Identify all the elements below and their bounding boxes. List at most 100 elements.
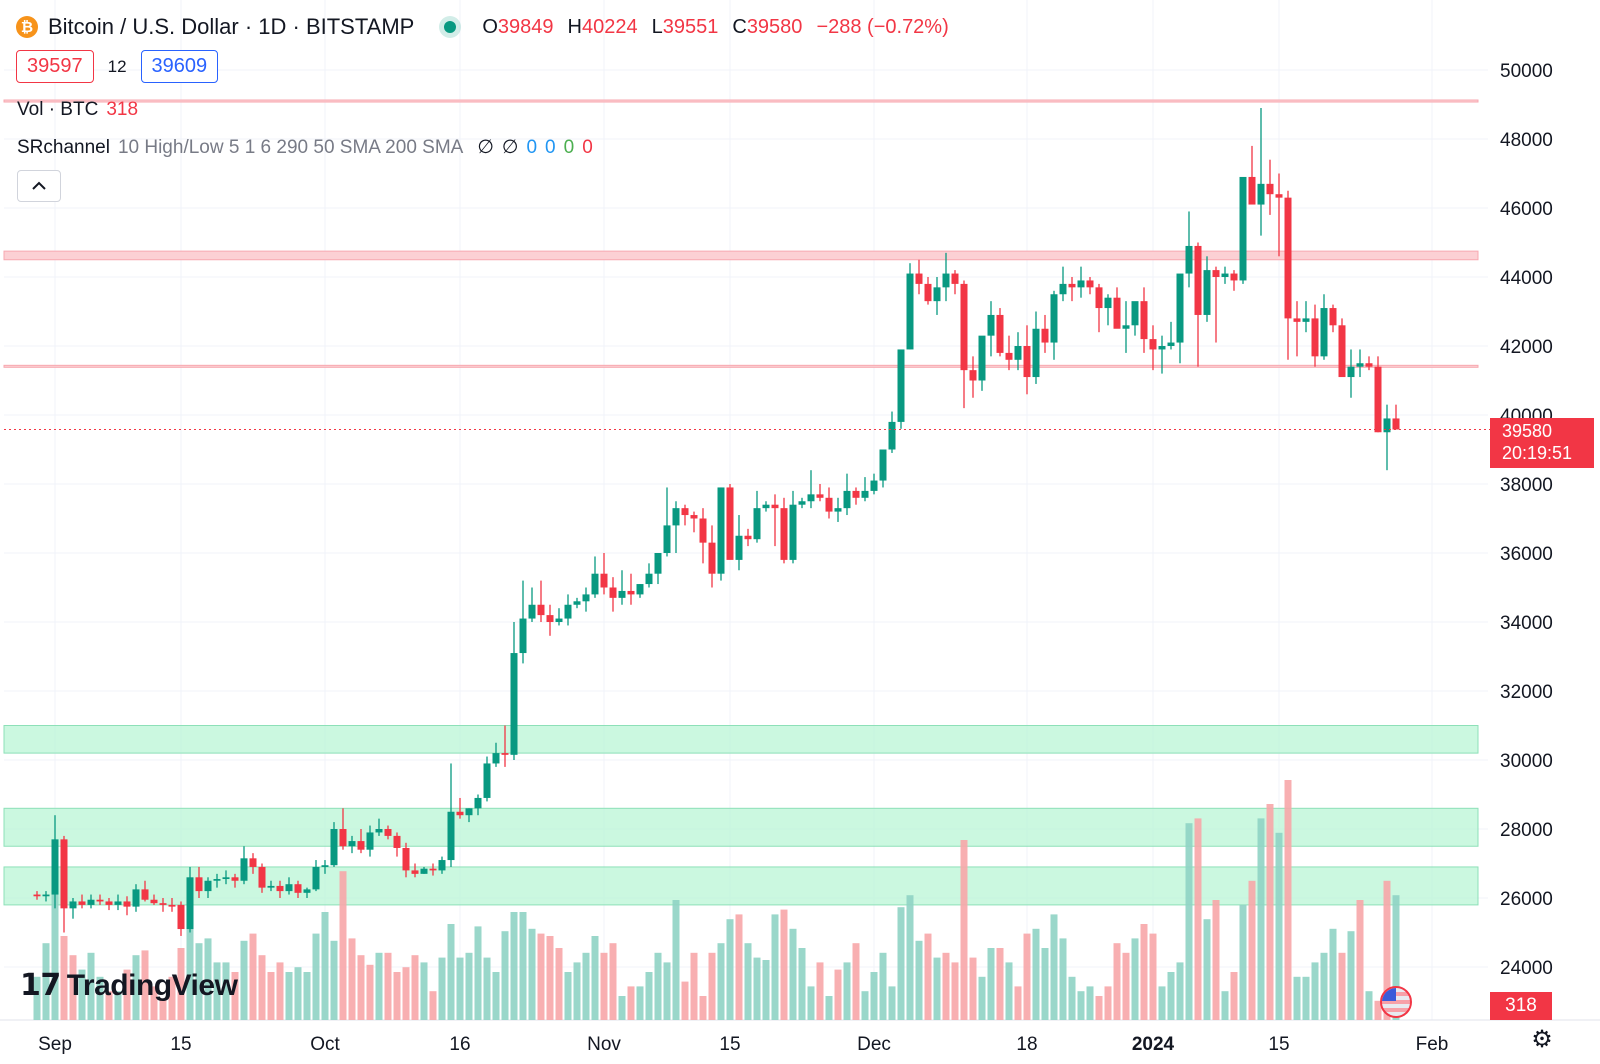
candle [168,898,176,912]
volume-indicator-legend[interactable]: Vol · BTC 318 [17,99,138,121]
time-axis[interactable]: Sep 15 Oct 16 Nov 15 Dec 18 2024 15 Feb [38,1034,1448,1055]
candle [681,504,689,526]
volume-bar [1257,818,1265,1020]
volume-bar [1131,938,1139,1020]
volume-bar [960,840,968,1020]
volume-bar [528,928,536,1020]
candle-body [780,508,788,560]
support-zone [3,807,1479,847]
volume-bar [1149,933,1157,1020]
sell-button[interactable]: 39597 [16,50,94,83]
candle [852,487,860,505]
candle-body [1266,183,1274,195]
volume-bar [348,938,356,1020]
volume-bar [1140,924,1148,1020]
candle [636,584,644,598]
volume-bar [969,957,977,1020]
candle-body [150,899,158,904]
candle-body [708,542,716,574]
volume-bar [942,952,950,1020]
volume-bar [1266,804,1274,1020]
tradingview-logo[interactable]: 𝟭𝟳 TradingView [20,968,238,1003]
candle-body [699,518,707,543]
volume-bar [699,996,707,1020]
candle-body [1176,273,1184,343]
volume-bar [258,955,266,1020]
candle-body [1149,339,1157,350]
symbol-title[interactable]: Bitcoin / U.S. Dollar · 1D · BITSTAMP [48,14,415,39]
candle-body [942,273,950,288]
volume-bar [843,962,851,1020]
candle [933,277,941,315]
volume-bar [780,909,788,1020]
volume-bar [465,952,473,1020]
candle [1338,318,1346,378]
candle-body [33,894,41,897]
candle [420,866,428,874]
candle [573,597,581,609]
candle-body [1239,176,1247,281]
candle [960,280,968,409]
volume-bar [1194,818,1202,1020]
candle [1077,266,1085,298]
volume-bar [654,952,662,1020]
candle-body [1104,297,1112,309]
candle [1221,266,1229,284]
volume-bar [645,972,653,1020]
candle-body [366,832,374,850]
candle [744,528,752,547]
candle [1149,325,1157,371]
candle [1005,335,1013,371]
price-axis[interactable]: 5000048000460004400042000400003800036000… [1500,61,1553,979]
srchannel-indicator-legend[interactable]: SRchannel 10 High/Low 5 1 6 290 50 SMA 2… [17,136,593,159]
candle [1356,349,1364,378]
candle [96,894,104,905]
volume-bar [870,972,878,1020]
volume-bar [1392,895,1400,1020]
candle-body [789,504,797,560]
candle [663,487,671,557]
price-tick-label: 28000 [1500,820,1553,841]
candle-body [1095,287,1103,309]
candle [753,490,761,543]
collapse-legend-button[interactable] [17,170,61,202]
candle-body [1257,183,1265,205]
buy-button[interactable]: 39609 [140,50,219,83]
gear-icon[interactable]: ⚙ [1531,1026,1553,1053]
candle-body [1302,318,1310,322]
volume-bar [1320,952,1328,1020]
volume-bar [1284,780,1292,1020]
candle [141,880,149,902]
volume-bar [303,972,311,1020]
candle [654,553,662,585]
open-value: 39849 [497,15,554,38]
candle [1230,270,1238,291]
candle-body [267,885,275,888]
candle-body [906,273,914,350]
low-value: 39551 [662,15,719,38]
candle-body [447,811,455,861]
volume-bar [987,948,995,1020]
volume-bar [852,943,860,1020]
candle-body [519,618,527,654]
candle-body [969,370,977,381]
candle-body [1131,301,1139,326]
candle-body [1230,273,1238,281]
candle [996,308,1004,357]
candle-body [1059,283,1067,295]
candle-body [807,494,815,502]
low-label: L [651,15,663,38]
candle [447,763,455,867]
candle [915,259,923,295]
candle-body [411,870,419,874]
candle-body [987,314,995,336]
us-flag-icon[interactable] [1380,986,1412,1018]
srchannel-value-3: 0 [526,136,538,158]
candle [204,877,212,898]
candle-body [672,508,680,526]
volume-bar [1221,991,1229,1020]
candle [1140,287,1148,353]
resistance-zone [3,364,1479,368]
candle [78,894,86,909]
